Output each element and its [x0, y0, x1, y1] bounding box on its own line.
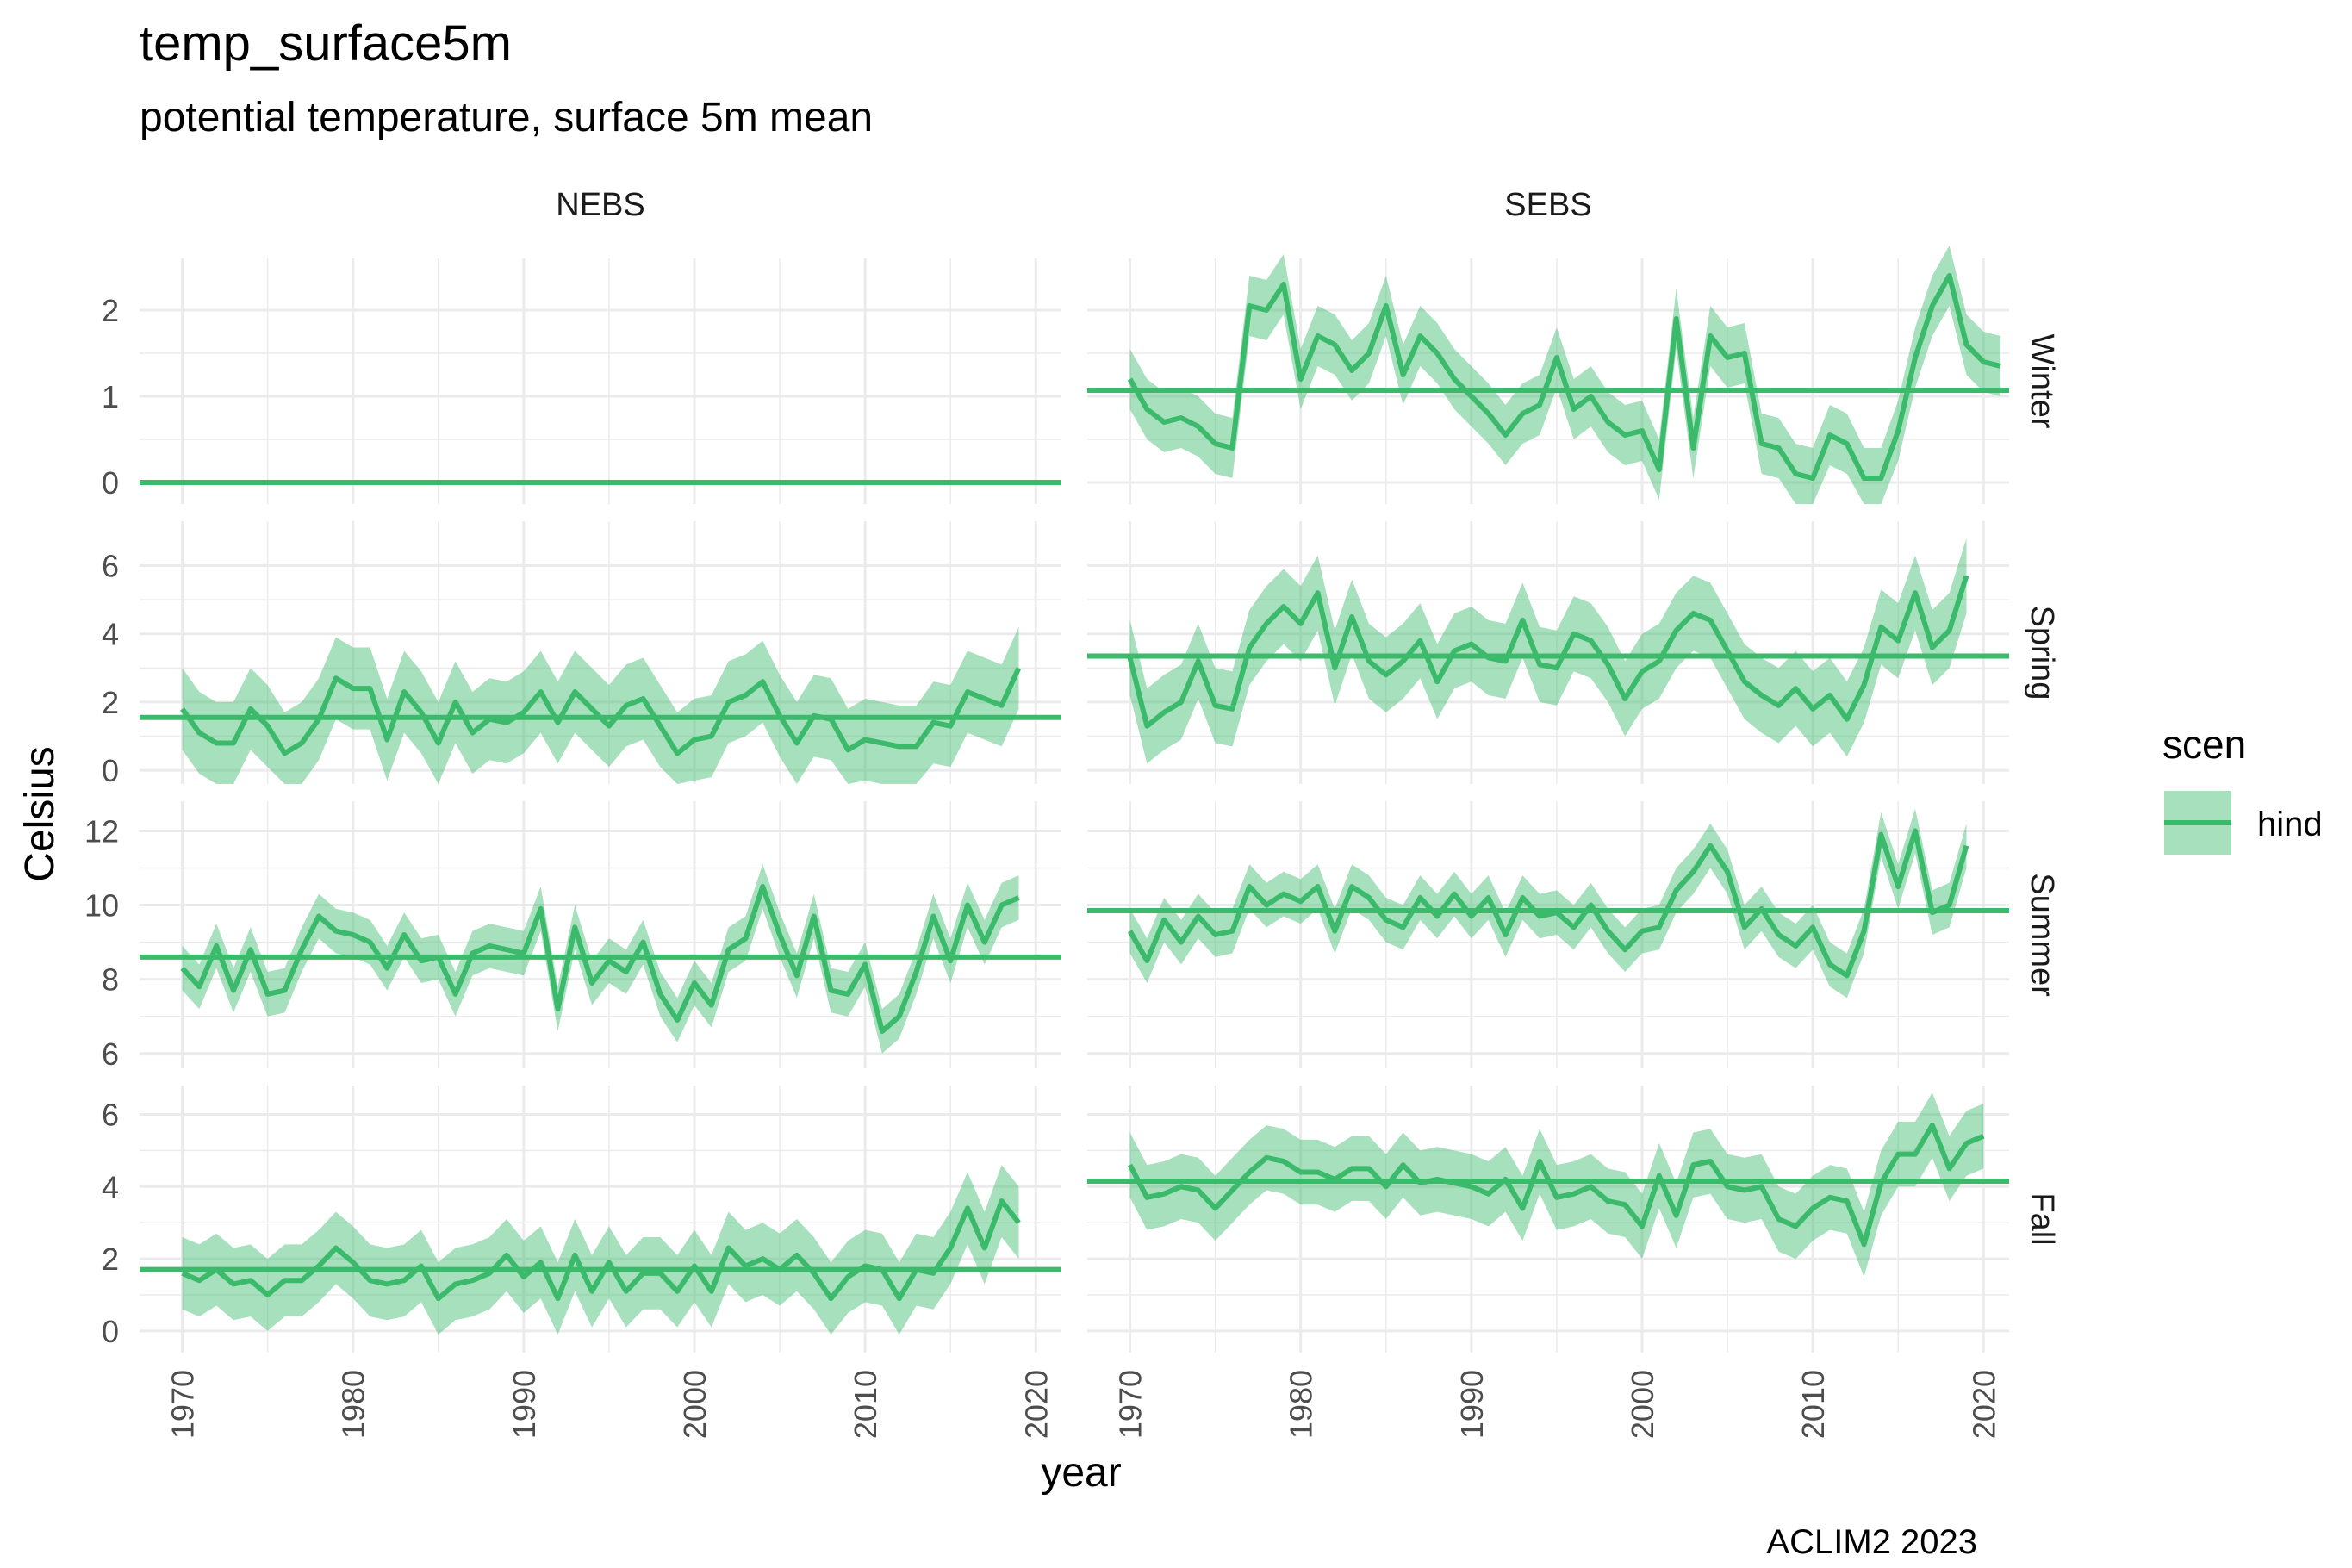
- x-tick-label: 1980: [1284, 1370, 1319, 1439]
- y-tick-label: 6: [102, 1098, 119, 1133]
- y-tick-label: 6: [102, 1036, 119, 1072]
- facet-label-winter: Winter: [2024, 334, 2060, 429]
- series-line-sebs-winter: [1127, 273, 2001, 481]
- y-tick-label: 10: [84, 888, 119, 924]
- facet-label-sebs: SEBS: [1504, 187, 1591, 223]
- legend-title: scen: [2162, 722, 2246, 767]
- y-tick-label: 2: [102, 293, 119, 328]
- ribbon-nebs-fall: [182, 1165, 1019, 1335]
- x-tick-label: 2010: [1795, 1370, 1831, 1439]
- y-tick-label: 4: [102, 1169, 119, 1204]
- y-tick-label: 4: [102, 617, 119, 652]
- x-tick-label: 1990: [507, 1370, 542, 1439]
- x-tick-label: 1970: [165, 1370, 201, 1439]
- ribbon-sebs-spring: [1129, 538, 1967, 764]
- y-tick-label: 8: [102, 962, 119, 998]
- ribbon-sebs-summer: [1129, 808, 1967, 999]
- x-tick-label: 1970: [1113, 1370, 1148, 1439]
- x-axis-label: year: [1041, 1450, 1121, 1496]
- chart-subtitle: potential temperature, surface 5m mean: [140, 95, 873, 140]
- y-tick-label: 0: [102, 753, 119, 788]
- legend-key: [2164, 791, 2231, 855]
- facet-label-spring: Spring: [2024, 606, 2060, 700]
- series-line-sebs-spring: [1127, 575, 1969, 729]
- ribbon-nebs-spring: [182, 626, 1019, 784]
- y-tick-label: 6: [102, 548, 119, 583]
- x-tick-label: 1980: [336, 1370, 371, 1439]
- ribbon-sebs-fall: [1129, 1092, 1984, 1278]
- x-tick-label: 2000: [677, 1370, 712, 1439]
- y-tick-label: 2: [102, 1241, 119, 1277]
- facet-label-fall: Fall: [2024, 1192, 2060, 1245]
- x-tick-label: 1990: [1454, 1370, 1490, 1439]
- panels-layer: NEBS SEBSWinterSpringSummerFall0120246681…: [84, 187, 2060, 1439]
- y-tick-label: 2: [102, 685, 119, 720]
- facet-label-summer: Summer: [2024, 873, 2060, 997]
- y-tick-label: 1: [102, 379, 119, 414]
- ribbon-sebs-winter: [1129, 246, 2001, 504]
- y-tick-label: 0: [102, 1314, 119, 1349]
- y-tick-label: 12: [84, 813, 119, 849]
- x-tick-label: 2000: [1625, 1370, 1660, 1439]
- facet-label-nebs: NEBS: [556, 187, 644, 223]
- chart-title: temp_surface5m: [140, 16, 512, 72]
- legend-label: hind: [2257, 806, 2323, 843]
- series-line-sebs-fall: [1127, 1123, 1985, 1248]
- x-tick-label: 2020: [1018, 1370, 1054, 1439]
- series-line-sebs-summer: [1127, 828, 1969, 979]
- x-tick-label: 2020: [1966, 1370, 2001, 1439]
- series-line-nebs-summer: [180, 884, 1020, 1034]
- x-tick-label: 2010: [848, 1370, 883, 1439]
- chart-caption: ACLIM2 2023: [1766, 1523, 1977, 1561]
- y-axis-label: Celsius: [17, 746, 63, 881]
- y-tick-label: 0: [102, 465, 119, 501]
